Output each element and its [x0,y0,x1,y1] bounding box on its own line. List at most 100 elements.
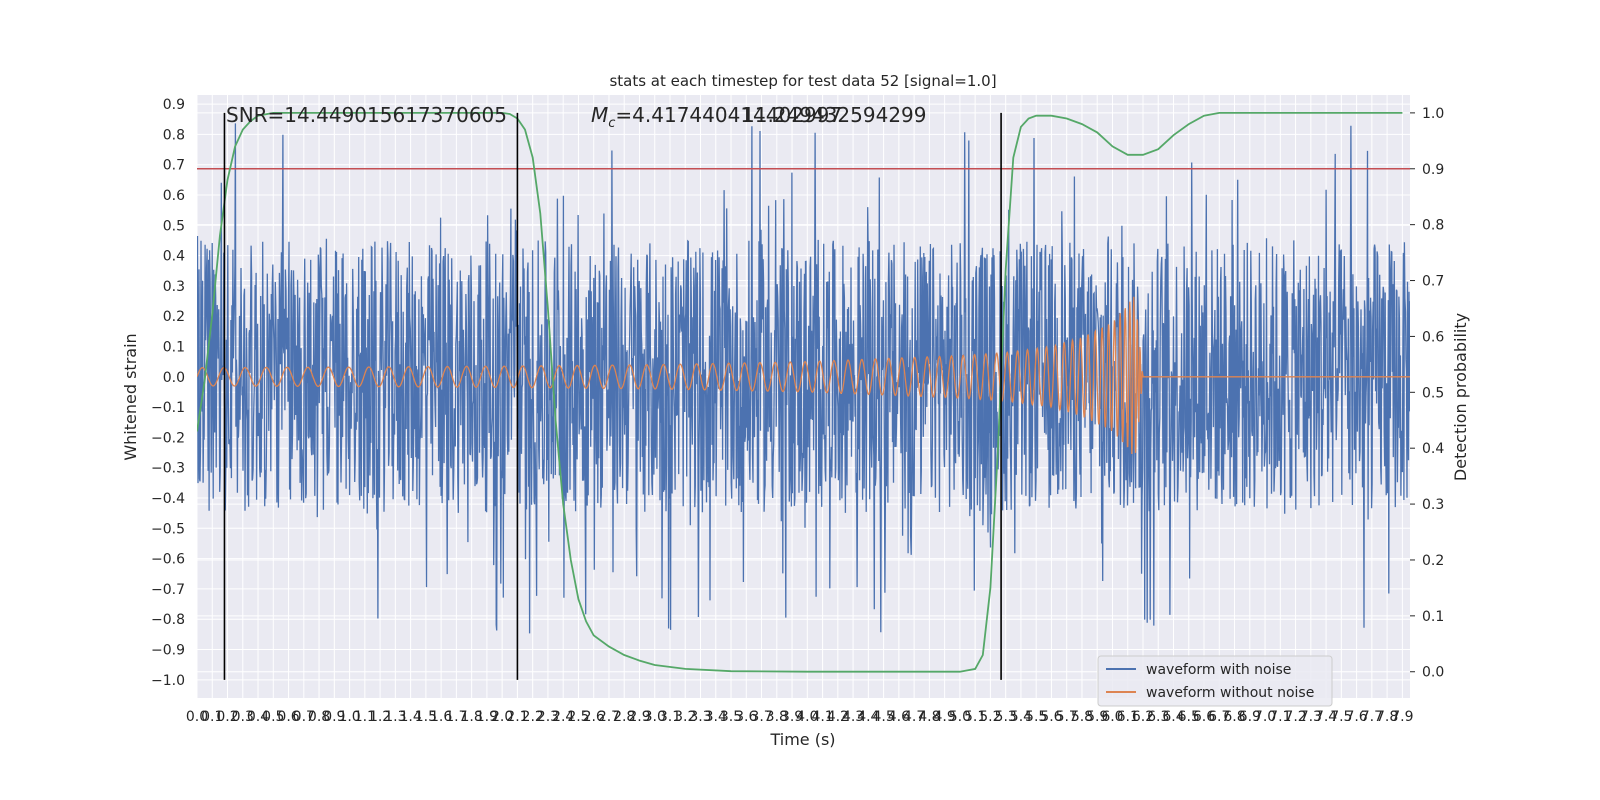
x-tick-label: 3.9 [781,709,803,725]
y-axis-label-left: Whitened strain [121,333,140,460]
x-tick-label: 6.9 [1239,709,1261,725]
y-left-tick-labels: 0.9 0.8 0.7 0.6 0.5 0.4 0.3 0.2 0.1 0.0 −0.1 −0.2 −0… [151,97,185,689]
x-tick-label: 5.2 [979,709,1001,725]
x-tick-label: 1.6 [430,709,452,725]
x-tick-label: 5.6 [1040,709,1062,725]
y-right-tick-labels: 1.0 0.9 0.8 0.7 0.6 0.5 0.4 0.3 0.2 0.1 0.0 [1410,106,1444,681]
x-tick-label: 2.8 [613,709,635,725]
legend-label-clean: waveform without noise [1146,685,1314,701]
x-tick-label: 1.1 [354,709,376,725]
x-tick-label: 4.8 [918,709,940,725]
y-left-tick-label: −0.1 [151,400,185,416]
x-tick-label: 0.3 [232,709,254,725]
chirp-mass-annotation: Mc=4.417440414402997 [591,103,842,131]
x-tick-label: 4.5 [872,709,894,725]
x-tick-label: 4.2 [827,709,849,725]
y-right-tick-label: 1.0 [1422,106,1444,122]
y-left-tick-label: −0.5 [151,521,185,537]
x-tick-label: 3.6 [735,709,757,725]
series-waveform-with-noise [197,123,1410,634]
x-tick-label: 2.1 [506,709,528,725]
x-tick-label: 6.8 [1223,709,1245,725]
y-left-tick-label: 0.7 [163,158,185,174]
x-tick-label: 4.6 [888,709,910,725]
x-tick-label: 0.1 [201,709,223,725]
x-tick-label: 3.3 [689,709,711,725]
x-tick-label: 4.0 [796,709,818,725]
y-left-tick-label: −0.4 [151,491,185,507]
x-tick-label: 6.0 [1101,709,1123,725]
x-tick-label: 3.8 [766,709,788,725]
y-right-tick-label: 0.7 [1422,274,1444,290]
x-tick-label: 1.2 [369,709,391,725]
y-left-tick-label: −0.9 [151,643,185,659]
snr-annotation: SNR=14.449015617370605 [226,103,507,127]
x-tick-label: 0.5 [262,709,284,725]
x-tick-label: 1.0 [338,709,360,725]
y-left-tick-label: 0.9 [163,97,185,113]
overlapping-annotation: 11.249432594299 [742,103,927,127]
x-tick-label: 7.6 [1345,709,1367,725]
legend-box [1097,655,1333,707]
x-tick-label: 4.9 [934,709,956,725]
x-tick-label: 4.4 [857,709,879,725]
x-tick-label: 7.2 [1284,709,1306,725]
chirp-mass-subscript: c [608,116,615,131]
x-tick-label: 5.4 [1010,709,1032,725]
x-tick-label: 7.9 [1391,709,1413,725]
x-tick-label: 6.1 [1117,709,1139,725]
x-tick-label: 2.7 [598,709,620,725]
x-tick-label: 2.4 [552,709,574,725]
y-left-tick-label: 0.8 [163,127,185,143]
legend: waveform with noise waveform without noi… [1097,655,1333,707]
x-tick-label: 0.6 [277,709,299,725]
x-tick-label: 7.1 [1269,709,1291,725]
x-tick-label: 5.0 [949,709,971,725]
y-left-tick-label: 0.6 [163,188,185,204]
x-axis-label: Time (s) [769,730,835,749]
y-right-tick-label: 0.9 [1422,162,1444,178]
x-tick-label: 0.2 [216,709,238,725]
x-tick-label: 1.3 [384,709,406,725]
x-tick-label: 7.4 [1315,709,1337,725]
y-left-tick-label: −0.8 [151,612,185,628]
x-tick-label: 1.7 [445,709,467,725]
x-tick-label: 1.5 [415,709,437,725]
x-tick-label: 5.5 [1025,709,1047,725]
x-tick-label: 5.9 [1086,709,1108,725]
x-tick-label: 3.7 [750,709,772,725]
x-tick-label: 7.5 [1330,709,1352,725]
x-tick-label: 7.0 [1254,709,1276,725]
y-right-tick-label: 0.3 [1422,497,1444,513]
series-detection-probability [197,112,1403,673]
y-right-tick-label: 0.2 [1422,553,1444,569]
x-tick-label: 4.7 [903,709,925,725]
x-tick-label: 2.3 [537,709,559,725]
y-right-tick-label: 0.8 [1422,218,1444,234]
chirp-mass-symbol: M [591,103,608,127]
x-tick-label: 5.7 [1056,709,1078,725]
x-tick-label: 7.8 [1376,709,1398,725]
y-right-tick-label: 0.4 [1422,441,1444,457]
x-tick-label: 4.3 [842,709,864,725]
x-tick-label: 3.5 [720,709,742,725]
x-tick-label: 1.8 [461,709,483,725]
x-tick-label: 6.6 [1193,709,1215,725]
x-tick-label: 5.8 [1071,709,1093,725]
series-layer [197,112,1410,673]
x-tick-label: 0.0 [186,709,208,725]
x-tick-label: 3.2 [674,709,696,725]
x-tick-label: 1.4 [399,709,421,725]
x-tick-label: 2.9 [628,709,650,725]
x-tick-label: 2.2 [522,709,544,725]
x-tick-label: 2.5 [567,709,589,725]
x-tick-label: 6.2 [1132,709,1154,725]
vertical-markers [223,112,1002,680]
y-left-tick-label: −1.0 [151,673,185,689]
y-left-tick-label: 0.4 [163,249,185,265]
x-tick-label: 6.4 [1162,709,1184,725]
x-tick-label: 0.8 [308,709,330,725]
x-tick-label: 3.0 [644,709,666,725]
x-tick-label: 6.7 [1208,709,1230,725]
